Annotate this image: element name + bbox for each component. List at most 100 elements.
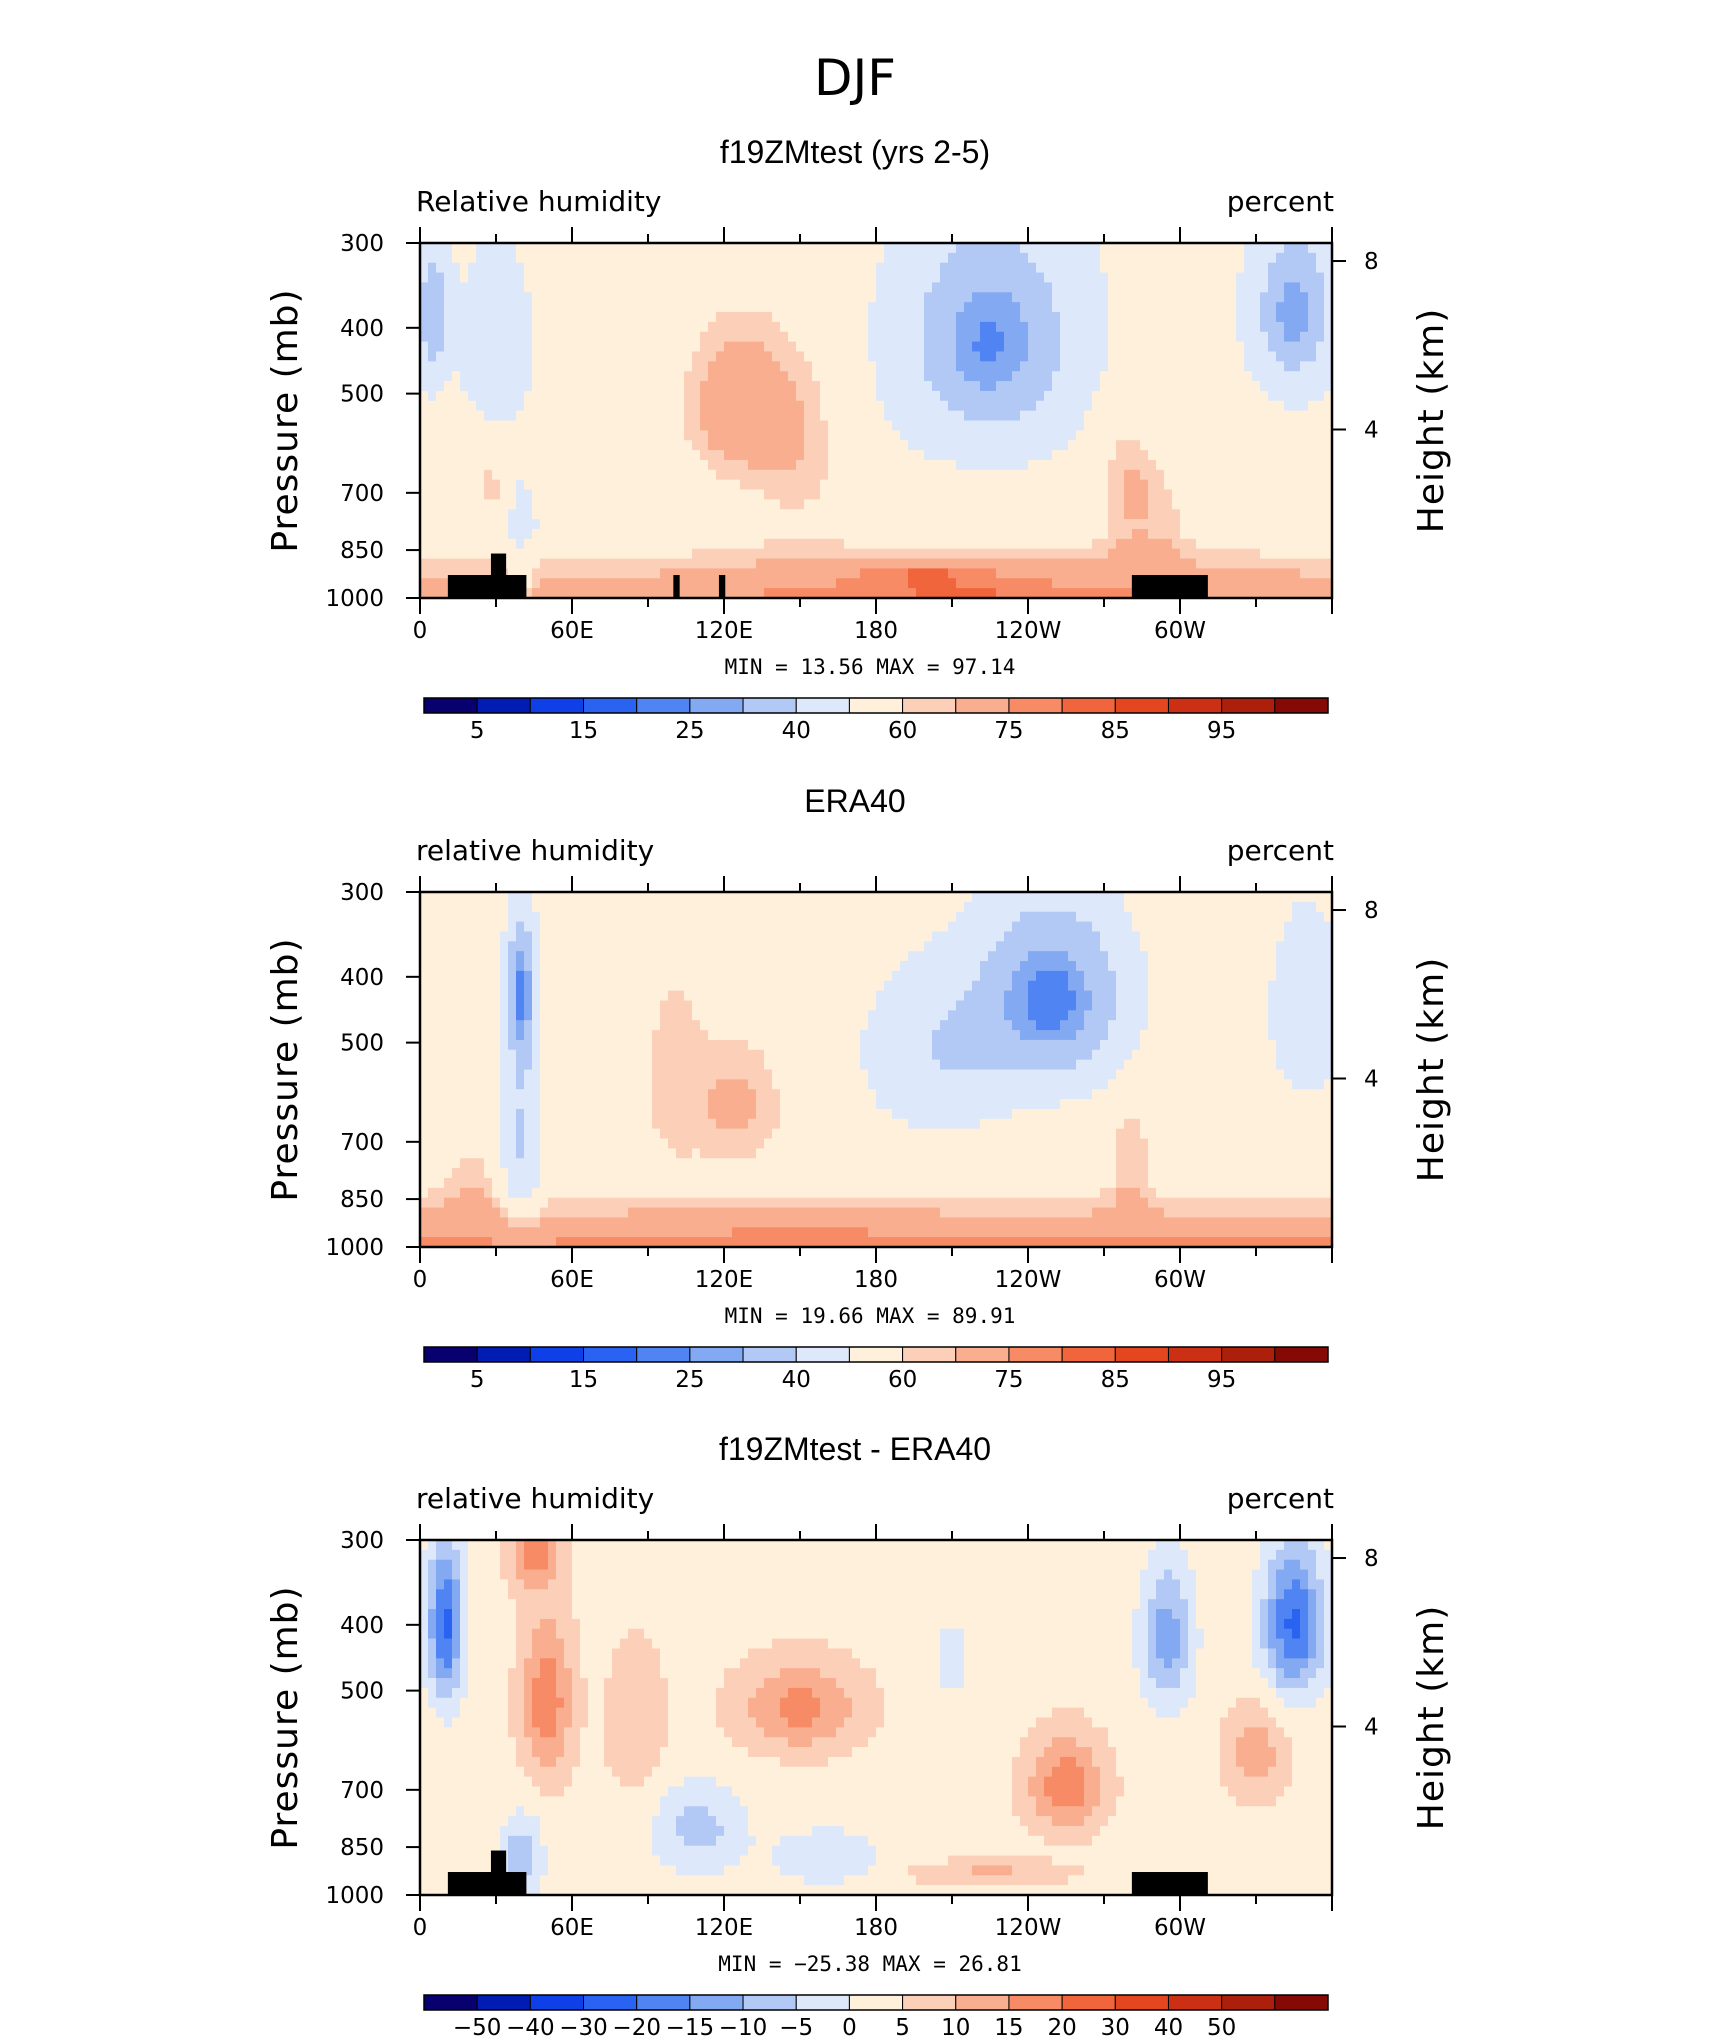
field-cell — [1260, 331, 1269, 343]
field-cell — [908, 509, 917, 520]
field-cell — [852, 509, 861, 520]
field-cell — [1052, 312, 1061, 323]
field-cell — [676, 312, 685, 323]
field-cell — [796, 568, 805, 579]
field-cell — [756, 302, 765, 313]
field-cell — [1124, 302, 1133, 313]
field-cell — [692, 568, 701, 579]
field-cell — [988, 450, 997, 461]
field-cell — [748, 538, 757, 550]
field-cell — [660, 588, 669, 598]
field-cell — [1124, 440, 1133, 451]
field-cell — [964, 931, 973, 942]
field-cell — [668, 262, 677, 274]
field-cell — [820, 519, 829, 530]
field-cell — [1204, 430, 1213, 441]
field-cell — [780, 243, 789, 254]
field-cell — [444, 489, 453, 500]
field-cell — [628, 252, 637, 264]
field-cell — [1284, 509, 1293, 520]
field-cell — [940, 420, 949, 431]
field-cell — [924, 371, 933, 382]
field-cell — [716, 440, 725, 451]
field-cell — [1156, 400, 1165, 412]
field-cell — [1092, 390, 1101, 402]
field-cell — [1268, 519, 1277, 530]
field-cell — [492, 911, 501, 923]
field-cell — [684, 499, 693, 510]
field-cell — [788, 499, 797, 510]
field-cell — [628, 381, 637, 392]
field-cell — [484, 941, 493, 952]
field-cell — [1004, 951, 1013, 962]
field-cell — [884, 538, 893, 550]
field-cell — [724, 282, 733, 293]
field-cell — [868, 921, 877, 933]
field-cell — [996, 519, 1005, 530]
field-cell — [1188, 400, 1197, 412]
field-cell — [1044, 381, 1053, 392]
field-cell — [1276, 302, 1285, 313]
field-cell — [1212, 341, 1221, 353]
field-cell — [660, 489, 669, 500]
field-cell — [868, 588, 877, 598]
field-cell — [868, 282, 877, 293]
field-cell — [612, 578, 621, 589]
field-cell — [724, 440, 733, 451]
field-cell — [1132, 489, 1141, 500]
field-cell — [716, 410, 725, 422]
field-cell — [1156, 499, 1165, 510]
field-cell — [1004, 272, 1013, 284]
field-cell — [1148, 381, 1157, 392]
field-cell — [1204, 312, 1213, 323]
field-cell — [852, 381, 861, 392]
field-cell — [724, 302, 733, 313]
field-cell — [748, 272, 757, 284]
field-cell — [532, 381, 541, 392]
field-cell — [764, 578, 773, 589]
field-cell — [620, 578, 629, 589]
field-cell — [700, 252, 709, 264]
field-cell — [1140, 568, 1149, 579]
field-cell — [1236, 252, 1245, 264]
field-cell — [596, 312, 605, 323]
field-cell — [1124, 243, 1133, 254]
field-cell — [756, 538, 765, 550]
field-cell — [916, 911, 925, 923]
field-cell — [420, 519, 429, 530]
field-cell — [492, 351, 501, 362]
field-cell — [996, 951, 1005, 962]
field-cell — [1164, 272, 1173, 284]
field-cell — [724, 548, 733, 560]
field-cell — [892, 548, 901, 560]
field-cell — [516, 568, 525, 579]
field-cell — [500, 282, 509, 293]
field-cell — [1228, 931, 1237, 942]
field-cell — [436, 252, 445, 264]
field-cell — [804, 420, 813, 431]
field-cell — [1148, 400, 1157, 412]
field-cell — [748, 390, 757, 402]
field-cell — [1052, 568, 1061, 579]
field-cell — [788, 331, 797, 343]
field-cell — [884, 400, 893, 412]
field-cell — [540, 469, 549, 481]
field-cell — [932, 489, 941, 500]
field-cell — [932, 390, 941, 402]
field-cell — [996, 371, 1005, 382]
field-cell — [644, 440, 653, 451]
field-cell — [1068, 312, 1077, 323]
field-cell — [860, 568, 869, 579]
field-cell — [1228, 410, 1237, 422]
field-cell — [1052, 931, 1061, 942]
field-cell — [1100, 951, 1109, 962]
field-cell — [508, 921, 517, 933]
field-cell — [1188, 420, 1197, 431]
field-cell — [836, 361, 845, 372]
field-cell — [1068, 921, 1077, 933]
field-cell — [740, 479, 749, 491]
field-cell — [1244, 469, 1253, 481]
field-cell — [980, 351, 989, 362]
field-cell — [588, 420, 597, 431]
field-cell — [708, 892, 717, 903]
